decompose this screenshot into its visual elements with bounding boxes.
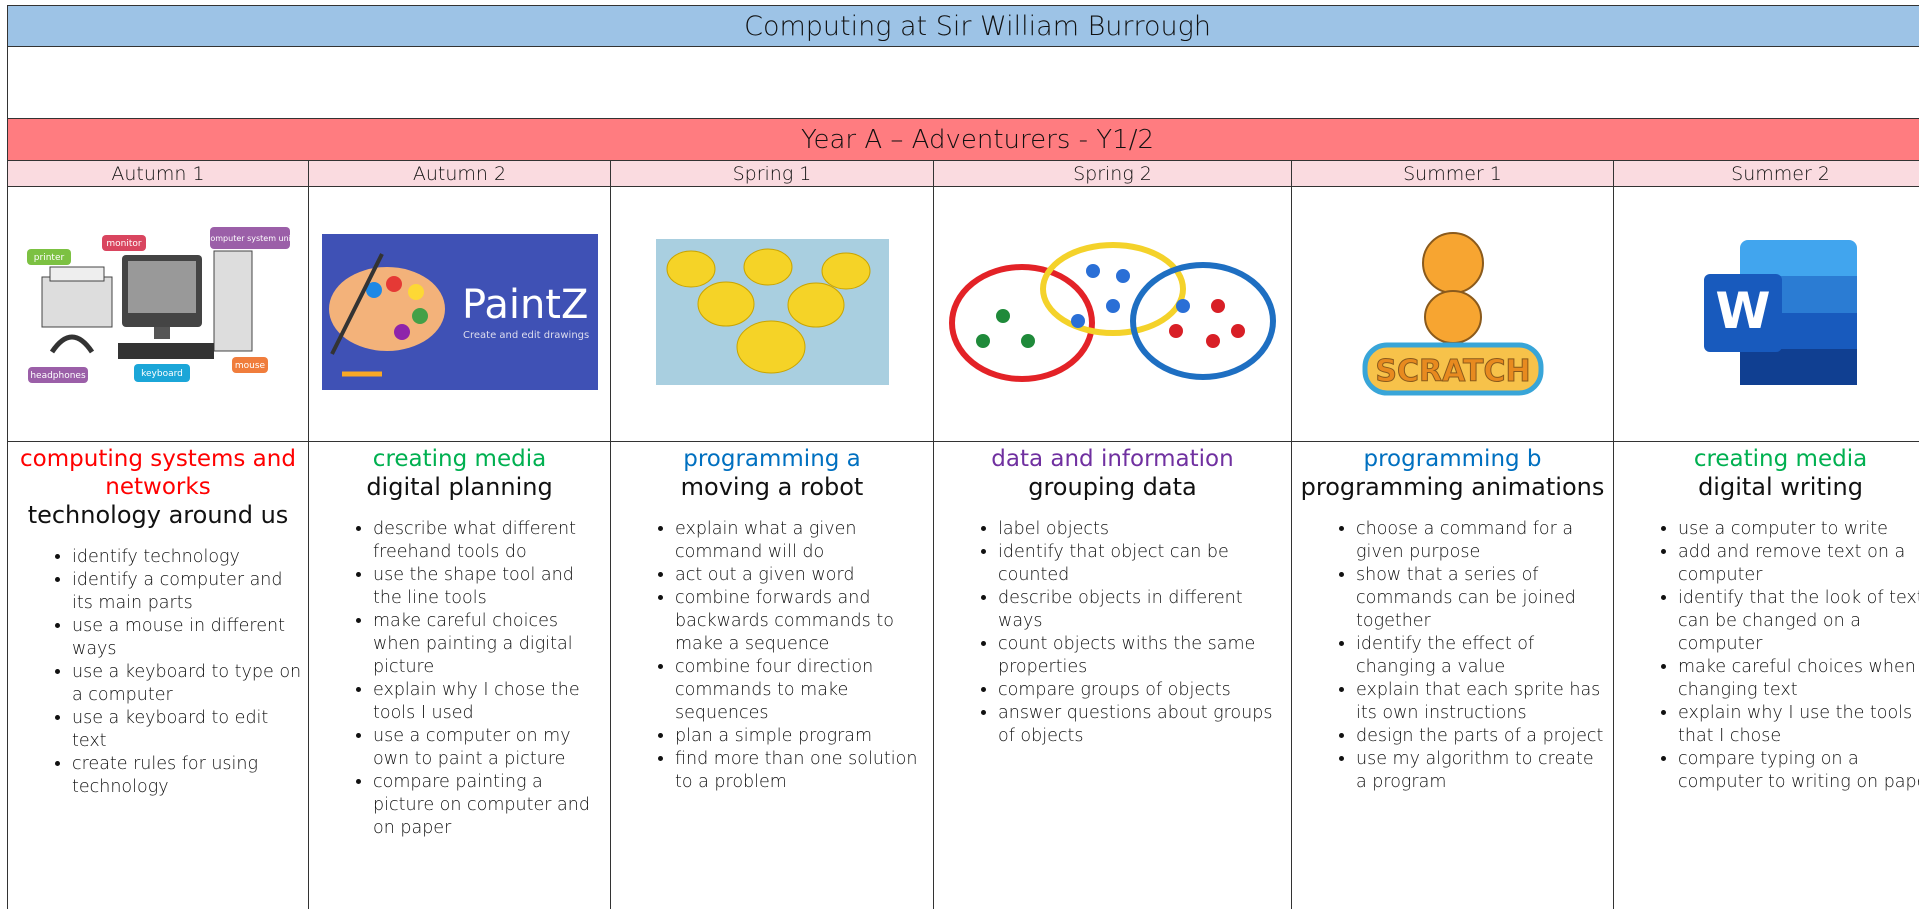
objective-list: identify technologyidentify a computer a… <box>8 546 302 799</box>
blank-row <box>7 46 1919 119</box>
curriculum-table: Computing at Sir William Burrough Year A… <box>7 5 1919 909</box>
objective-list: explain what a given command will doact … <box>611 518 927 794</box>
topic: programming a <box>683 446 861 472</box>
objective: identify that the look of text can be ch… <box>1678 587 1919 656</box>
year-heading: Year A – Adventurers - Y1/2 <box>7 118 1919 161</box>
objective-list: label objectsidentify that object can be… <box>934 518 1285 748</box>
objective-list: choose a command for a given purposeshow… <box>1292 518 1607 794</box>
objective: choose a command for a given purpose <box>1356 518 1607 564</box>
image-label: computer system unit <box>206 234 294 243</box>
term-heading: Spring 2 <box>933 160 1292 187</box>
objective: explain what a given command will do <box>675 518 927 564</box>
objective: describe objects in different ways <box>998 587 1285 633</box>
unit-title: moving a robot <box>680 473 864 501</box>
objective: show that a series of commands can be jo… <box>1356 564 1607 633</box>
objective: describe what different freehand tools d… <box>373 518 604 564</box>
objective: make careful choices when painting a dig… <box>373 610 604 679</box>
objective: answer questions about groups of objects <box>998 702 1285 748</box>
objective: use a mouse in different ways <box>72 615 302 661</box>
objective: label objects <box>998 518 1285 541</box>
beebot-image <box>655 239 889 385</box>
objective: explain why I chose the tools I used <box>373 679 604 725</box>
objective: design the parts of a project <box>1356 725 1607 748</box>
objective: identify that object can be counted <box>998 541 1285 587</box>
image-cell: SCRATCH <box>1291 186 1614 442</box>
objective: use a computer to write <box>1678 518 1919 541</box>
topic: computing systems and networks <box>20 446 296 500</box>
topic: creating media <box>372 446 547 472</box>
image-label: keyboard <box>141 369 183 379</box>
image-label: SCRATCH <box>1375 354 1530 389</box>
objective: use a keyboard to edit text <box>72 707 302 753</box>
topic: programming b <box>1363 446 1542 472</box>
image-label: printer <box>34 253 65 263</box>
title: Computing at Sir William Burrough <box>7 5 1919 47</box>
document: Computing at Sir William Burrough Year A… <box>7 5 1919 909</box>
objective: identify technology <box>72 546 302 569</box>
unit-title: technology around us <box>27 501 289 529</box>
objective: use my algorithm to create a program <box>1356 748 1607 794</box>
image-cell <box>933 186 1292 442</box>
objective: count objects withs the same properties <box>998 633 1285 679</box>
image-cell: PaintZ Create and edit drawings <box>308 186 611 442</box>
term-heading: Summer 1 <box>1291 160 1614 187</box>
objective: use the shape tool and the line tools <box>373 564 604 610</box>
unit-title: digital writing <box>1698 473 1863 501</box>
objective-list: describe what different freehand tools d… <box>309 518 604 840</box>
image-label: mouse <box>235 361 266 371</box>
unit-title: grouping data <box>1028 473 1197 501</box>
image-label: monitor <box>106 239 142 249</box>
word-image: W <box>1704 239 1858 385</box>
term-heading: Summer 2 <box>1612 160 1919 187</box>
objective: use a computer on my own to paint a pict… <box>373 725 604 771</box>
image-label: PaintZ <box>462 282 588 328</box>
unit-title: programming animations <box>1300 473 1605 501</box>
objective: compare typing on a computer to writing … <box>1678 748 1919 794</box>
objective: identify the effect of changing a value <box>1356 633 1607 679</box>
term-heading: Autumn 1 <box>7 160 309 187</box>
topic: data and information <box>991 446 1234 472</box>
sorting-image <box>948 242 1276 382</box>
computer-image: printer monitor computer system unit hea… <box>27 227 294 383</box>
scratch-image: SCRATCH <box>1362 232 1543 396</box>
image-label: W <box>1715 282 1770 340</box>
objective: compare painting a picture on computer a… <box>373 771 604 840</box>
unit-title: digital planning <box>366 473 553 501</box>
paintz-image: PaintZ Create and edit drawings <box>321 234 598 390</box>
objective: combine four direction commands to make … <box>675 656 927 725</box>
term-heading: Autumn 2 <box>308 160 611 187</box>
term-heading: Spring 1 <box>610 160 934 187</box>
objective: create rules for using technology <box>72 753 302 799</box>
objective: compare groups of objects <box>998 679 1285 702</box>
objective: combine forwards and backwards commands … <box>675 587 927 656</box>
topic: creating media <box>1693 446 1868 472</box>
objective: explain why I use the tools that I chose <box>1678 702 1919 748</box>
image-cell <box>610 186 934 442</box>
image-cell: printer monitor computer system unit hea… <box>7 186 309 442</box>
objective: act out a given word <box>675 564 927 587</box>
objective: plan a simple program <box>675 725 927 748</box>
content-cell: computing systems and networks technology… <box>7 441 309 909</box>
objective: make careful choices when changing text <box>1678 656 1919 702</box>
objective: explain that each sprite has its own ins… <box>1356 679 1607 725</box>
image-cell: W <box>1612 186 1919 442</box>
objective: use a keyboard to type on a computer <box>72 661 302 707</box>
objective: identify a computer and its main parts <box>72 569 302 615</box>
objective: add and remove text on a computer <box>1678 541 1919 587</box>
image-label: headphones <box>30 371 86 381</box>
objective-list: use a computer to writeadd and remove te… <box>1614 518 1919 794</box>
objective: find more than one solution to a problem <box>675 748 927 794</box>
image-label: Create and edit drawings <box>463 330 589 341</box>
